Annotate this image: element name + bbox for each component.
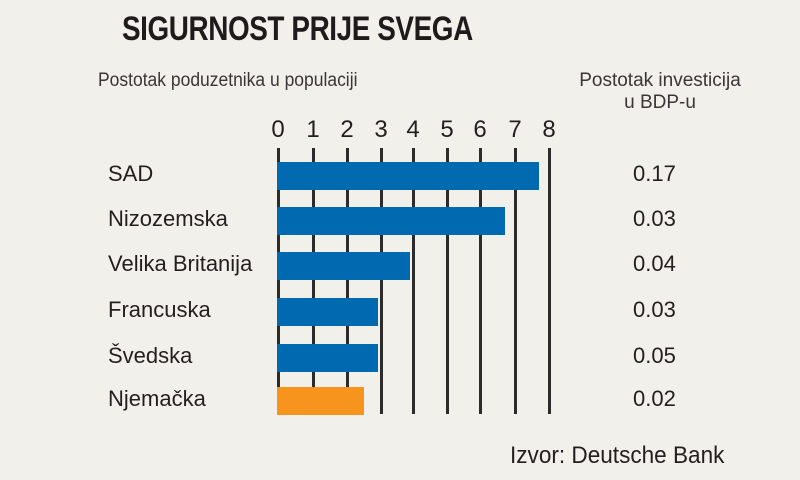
- right-subtitle-line1: Postotak investicija: [579, 70, 741, 91]
- x-tick-label: 6: [473, 116, 487, 143]
- investment-value: 0.03: [633, 297, 676, 322]
- x-tick-label: 0: [271, 116, 285, 143]
- bar: [277, 162, 539, 190]
- gridline: [380, 148, 383, 414]
- x-tick-label: 7: [508, 116, 522, 143]
- gridline: [446, 148, 449, 414]
- x-tick-label: 4: [406, 116, 420, 143]
- gridline: [548, 148, 551, 414]
- left-column-subtitle: Postotak poduzetnika u populaciji: [98, 70, 358, 91]
- x-tick-label: 3: [374, 116, 388, 143]
- x-tick-label: 8: [542, 116, 556, 143]
- investment-value: 0.03: [633, 206, 676, 231]
- category-label: Francuska: [108, 297, 211, 322]
- gridline: [312, 148, 315, 414]
- category-label: Velika Britanija: [108, 251, 253, 276]
- gridline: [412, 148, 415, 414]
- x-tick-label: 5: [440, 116, 454, 143]
- category-label: Nizozemska: [108, 206, 228, 231]
- gridline: [346, 148, 349, 414]
- investment-value: 0.05: [633, 343, 676, 368]
- chart-title: SIGURNOST PRIJE SVEGA: [122, 10, 473, 48]
- source-note: Izvor: Deutsche Bank: [510, 442, 725, 469]
- bar: [277, 207, 505, 235]
- bar: [277, 252, 410, 280]
- gridline: [277, 148, 280, 414]
- category-label: SAD: [108, 161, 154, 186]
- category-label: Švedska: [108, 343, 193, 368]
- right-column-subtitle: Postotak investicija u BDP-u: [560, 70, 760, 114]
- investment-value: 0.17: [633, 161, 676, 186]
- x-tick-label: 2: [340, 116, 354, 143]
- bar: [277, 298, 378, 326]
- x-tick-label: 1: [306, 116, 320, 143]
- investment-value: 0.04: [633, 251, 676, 276]
- right-subtitle-line2: u BDP-u: [624, 92, 696, 113]
- bar-highlighted: [277, 387, 364, 415]
- investment-value: 0.02: [633, 386, 676, 411]
- category-label: Njemačka: [108, 386, 206, 411]
- gridline: [479, 148, 482, 414]
- gridline: [514, 148, 517, 414]
- bar: [277, 344, 378, 372]
